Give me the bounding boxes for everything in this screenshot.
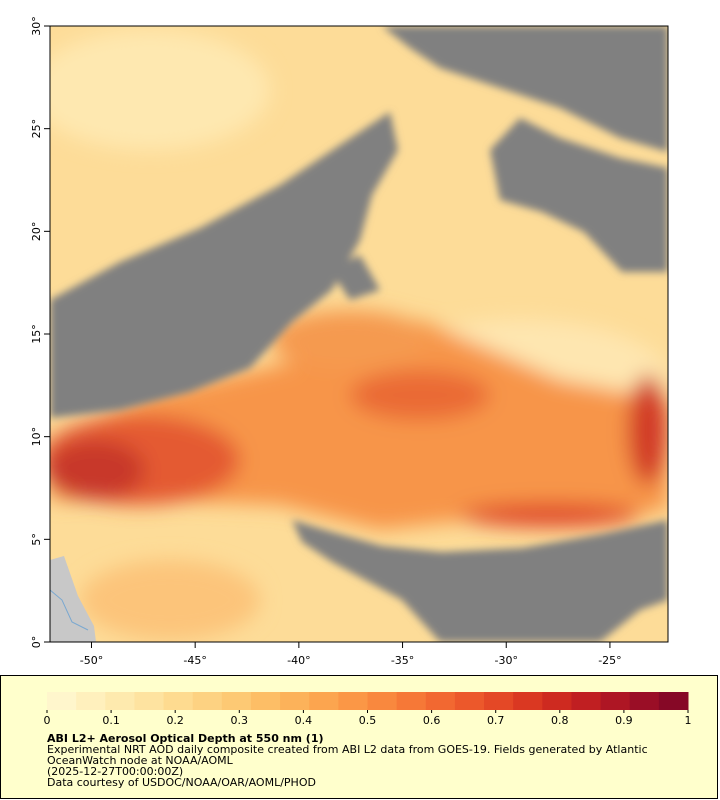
land [50, 556, 96, 642]
x-tick-label: -50° [80, 654, 103, 667]
colorbar-swatch [134, 692, 165, 710]
colorbar-swatch [513, 692, 543, 710]
colorbar-swatch [280, 692, 310, 710]
y-tick-label: 25° [30, 119, 43, 139]
y-tick-label: 10° [30, 427, 43, 447]
caption-line: Experimental NRT AOD daily composite cre… [47, 743, 648, 756]
colorbar-swatch [425, 692, 456, 710]
x-tick-label: -30° [495, 654, 518, 667]
colorbar-tick-label: 1 [685, 714, 692, 727]
colorbar-swatch [484, 692, 514, 710]
caption-title: ABI L2+ Aerosol Optical Depth at 550 nm … [47, 732, 324, 745]
colorbar-tick-label: 0.5 [359, 714, 377, 727]
y-tick-label: 30° [30, 16, 43, 36]
colorbar-swatch [658, 692, 689, 710]
colorbar-tick-label: 0.7 [487, 714, 505, 727]
colorbar-swatch [76, 692, 106, 710]
colorbar-tick-label: 0.1 [102, 714, 120, 727]
colorbar-tick-label: 0.9 [615, 714, 633, 727]
colorbar-swatch [571, 692, 602, 710]
x-tick-label: -25° [598, 654, 621, 667]
colorbar-tick-label: 0.6 [423, 714, 441, 727]
colorbar-swatch [221, 692, 252, 710]
colorbar-swatch [250, 692, 281, 710]
y-tick-label: 5° [30, 533, 43, 546]
caption-line: OceanWatch node at NOAA/AOML [47, 754, 234, 767]
map-raster [50, 26, 668, 642]
caption-line: Data courtesy of USDOC/NOAA/OAR/AOML/PHO… [47, 776, 316, 789]
colorbar-swatch [47, 692, 77, 710]
colorbar-swatch [629, 692, 660, 710]
x-tick-label: -35° [391, 654, 414, 667]
y-tick-label: 0° [30, 636, 43, 649]
river [50, 589, 89, 631]
colorbar-tick-label: 0 [44, 714, 51, 727]
y-tick-label: 15° [30, 324, 43, 344]
colorbar-swatch [309, 692, 339, 710]
colorbar-swatch [367, 692, 398, 710]
colorbar-swatch [163, 692, 194, 710]
colorbar-swatch [192, 692, 223, 710]
colorbar-swatch [338, 692, 368, 710]
x-tick-label: -40° [287, 654, 310, 667]
colorbar-tick-label: 0.2 [166, 714, 184, 727]
colorbar-tick-label: 0.8 [551, 714, 569, 727]
colorbar-swatch [600, 692, 631, 710]
y-tick-label: 20° [30, 222, 43, 242]
colorbar-tick-label: 0.3 [231, 714, 249, 727]
colorbar-tick-label: 0.4 [295, 714, 313, 727]
caption-line: (2025-12-27T00:00:00Z) [47, 765, 183, 778]
colorbar-swatch [396, 692, 427, 710]
colorbar-swatch [454, 692, 485, 710]
colorbar-swatch [542, 692, 572, 710]
x-tick-label: -45° [183, 654, 206, 667]
colorbar-swatch [105, 692, 135, 710]
